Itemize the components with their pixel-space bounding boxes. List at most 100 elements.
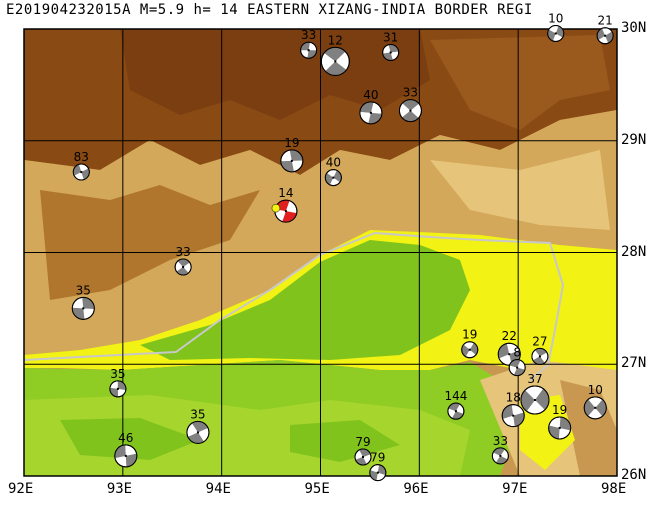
mechanism-depth-label: 21 xyxy=(597,14,612,28)
epicenter-dot xyxy=(516,366,519,369)
beachball-ring xyxy=(548,416,572,440)
compressional-quadrant xyxy=(176,267,189,276)
compressional-quadrant xyxy=(280,160,294,172)
focal-mechanism: 40 xyxy=(324,156,342,187)
mechanism-depth-label: 8 xyxy=(513,346,521,360)
focal-mechanism: 10 xyxy=(583,383,607,420)
epicenter-dot xyxy=(604,34,607,37)
beachball-ring xyxy=(324,169,342,187)
compressional-quadrant xyxy=(187,432,204,444)
focal-mechanism: 31 xyxy=(382,30,400,61)
epicenter-dot xyxy=(558,426,561,429)
epicenter-dot xyxy=(361,456,364,459)
beachball-ring xyxy=(508,359,526,377)
beachball-ring xyxy=(369,464,387,482)
beachball-ring xyxy=(174,258,192,276)
beachball-ring xyxy=(531,347,549,365)
focal-mechanisms: 33 12 31 10 21 40 33 19 40 83 14 33 35 19 22 8 27 35 37 18 1… xyxy=(71,11,614,482)
epicenter-dot xyxy=(307,49,310,52)
compressional-quadrant xyxy=(493,447,505,456)
mechanism-depth-label: 19 xyxy=(284,136,299,150)
compressional-quadrant xyxy=(117,380,126,390)
beachball-ring xyxy=(596,27,614,45)
compressional-quadrant xyxy=(520,390,535,412)
epicenter-dot xyxy=(369,111,372,114)
beachball-ring xyxy=(461,341,479,359)
mechanism-depth-label: 33 xyxy=(403,86,418,100)
focal-mechanism: 18 xyxy=(501,391,525,428)
epicenter-dot xyxy=(409,109,412,112)
focal-mechanism: 14 xyxy=(271,186,298,223)
latitude-tick-label: 29N xyxy=(621,131,647,148)
focal-mechanism: 83 xyxy=(72,150,90,181)
beachball-ring xyxy=(109,380,127,398)
mechanism-depth-label: 27 xyxy=(532,334,547,348)
mechanism-depth-label: 40 xyxy=(363,88,378,102)
beachball-ring xyxy=(280,149,304,173)
focal-mechanism: 35 xyxy=(109,367,127,398)
longitude-tick-label: 92E xyxy=(8,481,34,497)
epicenter-dot xyxy=(594,406,597,409)
focal-mechanism: 12 xyxy=(320,33,350,76)
focal-mechanism: 19 xyxy=(548,403,572,440)
compressional-quadrant xyxy=(359,101,374,113)
event-epicenter-marker xyxy=(271,203,281,213)
latitude-tick-label: 30N xyxy=(621,20,647,36)
beachball-ring xyxy=(491,447,509,465)
focal-mechanism: 33 xyxy=(174,245,192,276)
mechanism-depth-label: 10 xyxy=(548,11,563,25)
mechanism-depth-label: 35 xyxy=(76,283,91,297)
compressional-quadrant xyxy=(307,50,317,59)
longitude-tick-label: 97E xyxy=(502,481,528,497)
mechanism-depth-label: 35 xyxy=(190,407,205,421)
mechanism-depth-label: 31 xyxy=(383,30,398,44)
latitude-tick-label: 26N xyxy=(621,467,647,483)
compressional-quadrant xyxy=(469,342,478,355)
beachball-ring xyxy=(354,448,372,466)
focal-mechanism: 79 xyxy=(369,451,387,482)
map-title: E201904232015A M=5.9 h= 14 EASTERN XIZAN… xyxy=(6,2,533,18)
focal-mechanism: 46 xyxy=(114,431,138,468)
compressional-quadrant xyxy=(125,453,137,467)
mechanism-depth-label: 33 xyxy=(493,434,508,448)
mechanism-depth-label: 10 xyxy=(588,383,603,397)
epicenter-dot xyxy=(508,353,511,356)
compressional-quadrant xyxy=(495,455,508,464)
beachball-ring xyxy=(320,46,350,76)
compressional-quadrant xyxy=(333,170,342,183)
beachball-ring xyxy=(71,296,95,320)
compressional-quadrant xyxy=(324,47,346,62)
focal-mechanism: 8 xyxy=(508,346,526,377)
longitude-tick-label: 98E xyxy=(601,481,627,497)
focal-mechanism: 21 xyxy=(596,14,614,45)
compressional-quadrant xyxy=(401,110,419,122)
epicenter-dot xyxy=(499,454,502,457)
compressional-quadrant xyxy=(82,297,95,309)
longitude-tick-label: 95E xyxy=(304,481,330,497)
mechanism-depth-label: 144 xyxy=(444,389,467,403)
mechanism-depth-label: 19 xyxy=(462,328,477,342)
epicenter-dot xyxy=(124,454,127,457)
compressional-quadrant xyxy=(605,31,614,44)
focal-mechanism: 35 xyxy=(71,283,95,320)
compressional-quadrant xyxy=(513,412,525,427)
latitude-tick-label: 28N xyxy=(621,243,647,260)
focal-mechanism: 35 xyxy=(186,407,210,444)
focal-mechanism: 27 xyxy=(531,334,549,365)
compressional-quadrant xyxy=(534,348,547,357)
epicenter-dot xyxy=(116,387,119,390)
epicenter-dot xyxy=(376,471,379,474)
focal-mechanism: 33 xyxy=(300,28,318,59)
mechanism-depth-label: 22 xyxy=(502,329,517,343)
compressional-quadrant xyxy=(109,387,119,397)
epicenter-dot xyxy=(82,307,85,310)
mechanism-depth-label: 14 xyxy=(278,186,293,200)
epicenter-dot xyxy=(468,348,471,351)
epicenter-dot xyxy=(389,51,392,54)
compressional-quadrant xyxy=(388,44,399,53)
compressional-quadrant xyxy=(325,61,347,76)
compressional-quadrant xyxy=(300,42,310,51)
epicenter-dot xyxy=(182,266,185,269)
compressional-quadrant xyxy=(532,356,545,365)
